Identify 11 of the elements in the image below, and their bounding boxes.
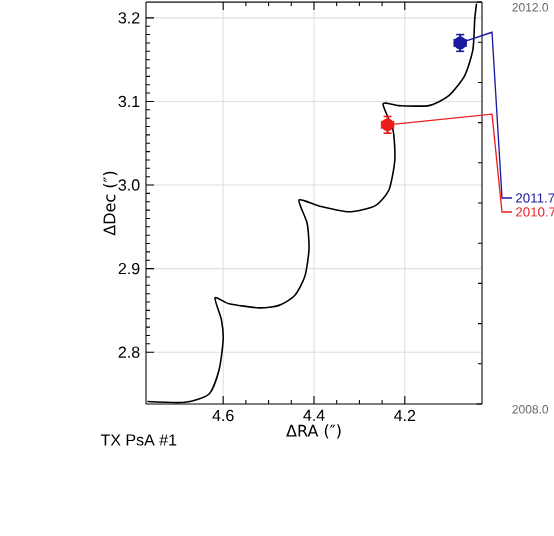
y-tick-label: 3.0 bbox=[118, 179, 140, 191]
text: TX PsA #1 bbox=[100, 434, 177, 446]
x-tick-label: 4.2 bbox=[394, 409, 416, 422]
y-tick-label: 2.8 bbox=[118, 346, 140, 358]
y-axis-title: ΔDec (″) bbox=[103, 171, 118, 236]
y-tick-label: 3.1 bbox=[118, 95, 140, 108]
y-tick-label: 3.2 bbox=[118, 12, 140, 24]
x-tick-label: 4.4 bbox=[303, 409, 325, 421]
y-tick-label: 2.9 bbox=[118, 262, 140, 275]
x-axis-title: ΔRA (″) bbox=[286, 424, 341, 439]
x-tick-label: 4.6 bbox=[212, 409, 234, 422]
